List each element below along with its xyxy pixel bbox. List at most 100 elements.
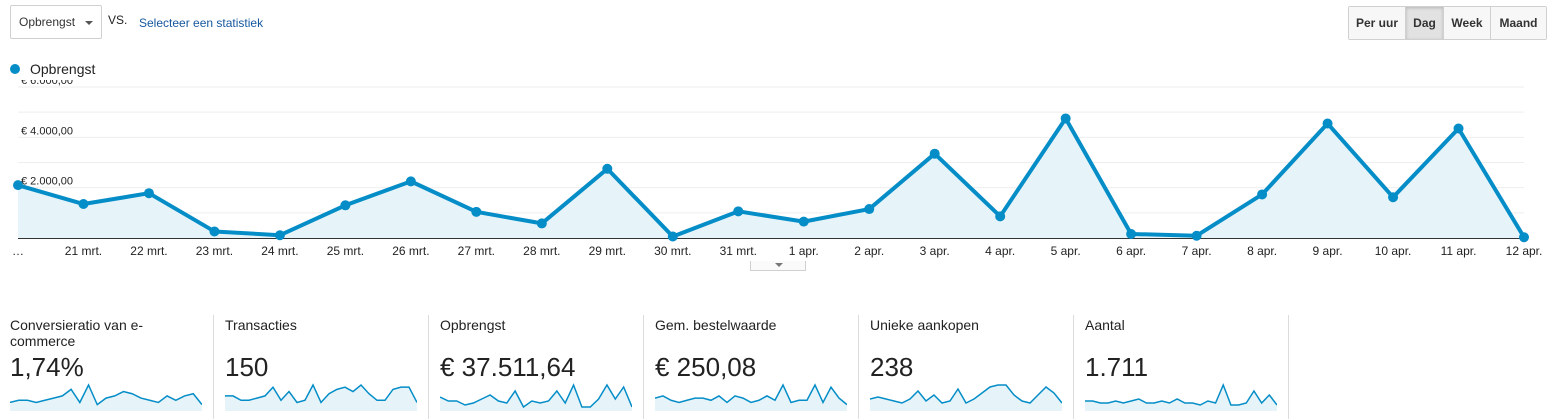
sparkline-area bbox=[10, 385, 202, 411]
data-point bbox=[667, 231, 678, 242]
legend-label: Opbrengst bbox=[30, 61, 96, 77]
chevron-down-icon bbox=[85, 21, 93, 25]
x-tick-label: 24 mrt. bbox=[261, 244, 298, 258]
collapse-arrow-icon bbox=[775, 263, 783, 267]
x-tick-label: 31 mrt. bbox=[720, 244, 757, 258]
x-tick-label: 4 apr. bbox=[985, 244, 1015, 258]
x-tick-label: 28 mrt. bbox=[523, 244, 560, 258]
metric-select-value: Opbrengst bbox=[19, 15, 76, 29]
sparkline bbox=[440, 383, 632, 411]
x-tick-label: 9 apr. bbox=[1313, 244, 1343, 258]
series-line bbox=[17, 116, 1526, 239]
data-point bbox=[1453, 123, 1464, 134]
data-point bbox=[1060, 113, 1071, 124]
revenue-line-chart[interactable]: € 2.000,00 € 4.000,00 € 6.000,00 … 21 mrt. 22… bbox=[0, 80, 1556, 265]
x-tick-label: 6 apr. bbox=[1116, 244, 1146, 258]
data-point bbox=[864, 204, 875, 215]
scorecard-value: € 250,08 bbox=[655, 352, 757, 382]
data-point bbox=[471, 206, 482, 217]
sparkline-line bbox=[655, 383, 847, 406]
sparkline-line bbox=[440, 383, 632, 409]
scorecard-label: Gem. bestelwaarde bbox=[655, 317, 777, 333]
y-tick-label: € 2.000,00 bbox=[21, 176, 73, 188]
sparkline-area bbox=[655, 385, 847, 411]
chart-legend: Opbrengst bbox=[10, 61, 95, 77]
data-point bbox=[78, 199, 89, 210]
scorecard-label: Opbrengst bbox=[440, 317, 506, 333]
data-point bbox=[929, 148, 940, 159]
scorecard-quantity[interactable]: Aantal 1.711 bbox=[1075, 315, 1289, 419]
scorecard-label: Aantal bbox=[1085, 317, 1125, 333]
scorecard-transactions[interactable]: Transacties 150 bbox=[215, 315, 429, 419]
data-point bbox=[405, 176, 416, 187]
x-tick-label: 25 mrt. bbox=[327, 244, 364, 258]
data-point bbox=[1126, 228, 1137, 239]
period-month-button[interactable]: Maand bbox=[1491, 7, 1546, 39]
scorecard-value: € 37.511,64 bbox=[440, 352, 576, 382]
x-tick-label: 26 mrt. bbox=[392, 244, 429, 258]
sparkline-area bbox=[870, 385, 1062, 411]
x-tick-label: 8 apr. bbox=[1247, 244, 1277, 258]
scorecard-value: 150 bbox=[225, 352, 269, 382]
chart-collapse-toggle[interactable] bbox=[750, 261, 806, 271]
sparkline bbox=[225, 383, 417, 411]
scorecard-label: Unieke aankopen bbox=[870, 317, 979, 333]
data-point bbox=[13, 180, 23, 191]
sparkline-area bbox=[225, 385, 417, 411]
select-statistic-link[interactable]: Selecteer een statistiek bbox=[139, 16, 264, 30]
legend-dot-icon bbox=[10, 64, 20, 74]
data-point bbox=[1388, 192, 1399, 203]
data-point bbox=[143, 188, 154, 199]
scorecard-label: Transacties bbox=[225, 317, 297, 333]
scorecard-revenue[interactable]: Opbrengst € 37.511,64 bbox=[430, 315, 644, 419]
x-tick-label: 10 apr. bbox=[1375, 244, 1412, 258]
sparkline bbox=[10, 383, 202, 411]
scorecard-avg-order-value[interactable]: Gem. bestelwaarde € 250,08 bbox=[645, 315, 859, 419]
data-point bbox=[602, 163, 613, 174]
scorecard-unique-purchases[interactable]: Unieke aankopen 238 bbox=[860, 315, 1074, 419]
sparkline-line bbox=[225, 383, 417, 404]
x-tick-label: 23 mrt. bbox=[196, 244, 233, 258]
data-point bbox=[274, 230, 285, 241]
period-day-button[interactable]: Dag bbox=[1406, 7, 1444, 39]
sparkline bbox=[655, 383, 847, 411]
sparkline-line bbox=[10, 383, 202, 406]
data-point bbox=[1257, 189, 1268, 200]
period-toggle-group: Per uur Dag Week Maand bbox=[1348, 6, 1547, 40]
x-tick-label: … bbox=[12, 244, 24, 258]
scorecard-value: 238 bbox=[870, 352, 914, 382]
x-tick-label: 5 apr. bbox=[1051, 244, 1081, 258]
x-tick-label: 2 apr. bbox=[854, 244, 884, 258]
x-tick-label: 7 apr. bbox=[1182, 244, 1212, 258]
x-tick-label: 21 mrt. bbox=[65, 244, 102, 258]
vs-label: VS. bbox=[108, 13, 128, 27]
metric-select-dropdown[interactable]: Opbrengst bbox=[10, 5, 102, 39]
data-point bbox=[340, 200, 351, 211]
scorecard-label: Conversieratio van e-commerce bbox=[10, 317, 144, 349]
x-tick-label: 11 apr. bbox=[1441, 244, 1477, 258]
scorecard-value: 1.711 bbox=[1085, 352, 1149, 382]
sparkline-area bbox=[1085, 385, 1277, 411]
x-tick-label: 1 apr. bbox=[789, 244, 819, 258]
y-tick-label: € 6.000,00 bbox=[21, 80, 73, 87]
data-point bbox=[536, 218, 547, 229]
data-point bbox=[209, 226, 220, 237]
y-tick-label: € 4.000,00 bbox=[21, 125, 73, 137]
x-tick-label: 29 mrt. bbox=[589, 244, 626, 258]
series-area bbox=[18, 118, 1524, 238]
period-hourly-button[interactable]: Per uur bbox=[1349, 7, 1406, 39]
x-tick-label: 3 apr. bbox=[920, 244, 950, 258]
x-tick-label: 12 apr. bbox=[1506, 244, 1543, 258]
sparkline bbox=[1085, 383, 1277, 411]
x-tick-label: 22 mrt. bbox=[130, 244, 167, 258]
scorecard-conversion-rate[interactable]: Conversieratio van e-commerce 1,74% bbox=[0, 315, 214, 419]
sparkline-area bbox=[440, 385, 632, 411]
period-week-button[interactable]: Week bbox=[1444, 7, 1491, 39]
data-point bbox=[1191, 230, 1202, 241]
sparkline-line bbox=[870, 384, 1062, 404]
scorecard-value: 1,74% bbox=[10, 352, 84, 382]
data-point bbox=[995, 211, 1006, 222]
x-tick-label: 30 mrt. bbox=[654, 244, 691, 258]
sparkline-line bbox=[1085, 383, 1277, 406]
data-point bbox=[1322, 118, 1333, 129]
